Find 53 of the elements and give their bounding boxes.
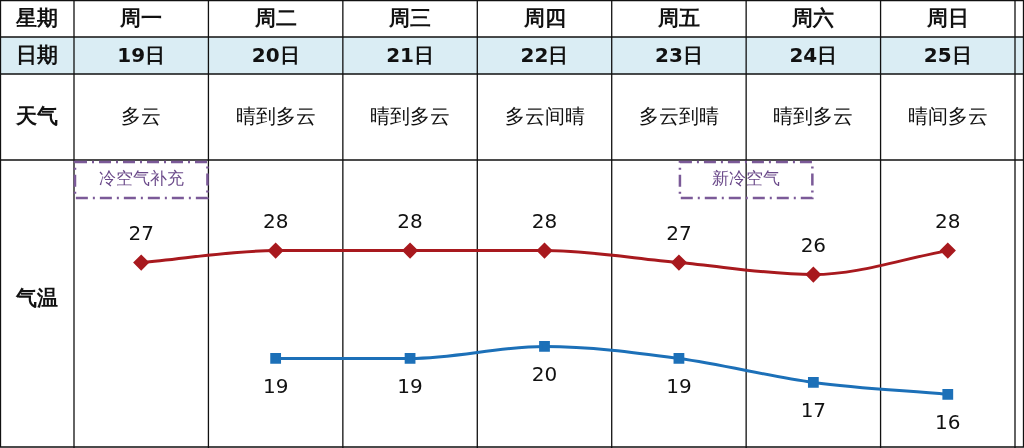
data-label: 27 (128, 220, 154, 245)
text: 冷空气补充 (98, 168, 184, 189)
data-label: 28 (397, 208, 423, 233)
data-label: 26 (800, 232, 827, 257)
text: 19日 (117, 42, 166, 67)
x-tick-label: 周三 (388, 5, 432, 30)
point (539, 341, 550, 352)
x-tick-label: 周日 (925, 5, 969, 30)
text: 25日 (923, 42, 972, 67)
data-label: 28 (262, 208, 289, 233)
x-tick-label: 周五 (656, 5, 700, 30)
data-label: 20 (531, 361, 558, 386)
point (402, 243, 418, 259)
point (537, 243, 552, 259)
text: 20日 (251, 42, 300, 67)
point (805, 267, 821, 283)
point (942, 389, 954, 400)
data-label: 28 (935, 208, 961, 233)
point (807, 377, 819, 388)
text: 多云到晴 (638, 104, 719, 129)
data-label: 19 (262, 373, 289, 398)
data-label: 28 (531, 208, 558, 233)
text: 晴到多云 (370, 104, 451, 129)
data-label: 19 (666, 373, 692, 398)
y-axis-title: 气温 (15, 285, 58, 310)
text: 晴间多云 (907, 104, 988, 129)
x-tick-label: 周六 (791, 5, 835, 30)
x-tick-label: 周四 (522, 5, 566, 30)
point (404, 353, 416, 364)
text: 24日 (789, 42, 838, 67)
text: 日期 (16, 42, 58, 67)
text: 星期 (15, 5, 58, 30)
text: 22日 (520, 42, 569, 67)
point (673, 353, 685, 364)
data-label: 19 (397, 373, 423, 398)
text: 新冷空气 (712, 168, 781, 189)
point (940, 243, 956, 259)
point (270, 353, 282, 364)
text: 天气 (15, 104, 58, 129)
data-label: 17 (800, 397, 827, 422)
x-tick-label: 周二 (253, 5, 297, 30)
point (671, 255, 687, 271)
text: 多云 (121, 104, 162, 129)
point (268, 243, 284, 259)
text: 21日 (386, 42, 434, 67)
text: 23日 (655, 42, 703, 67)
text: 多云间晴 (504, 104, 585, 129)
text: 晴到多云 (235, 104, 316, 129)
point (133, 255, 149, 271)
x-tick-label: 周一 (119, 5, 163, 30)
data-label: 27 (666, 220, 692, 245)
text: 晴到多云 (773, 104, 854, 129)
data-label: 16 (935, 409, 961, 434)
